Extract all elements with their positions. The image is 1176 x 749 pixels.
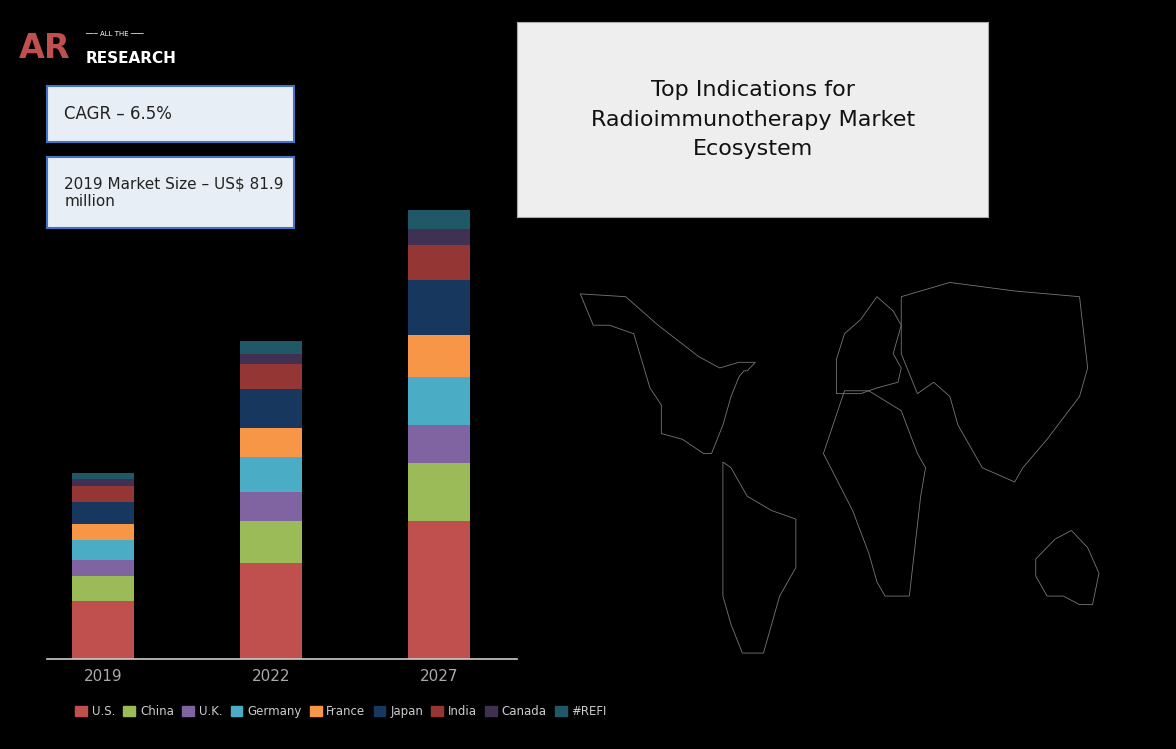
Bar <box>408 280 470 335</box>
Text: AR: AR <box>19 32 71 65</box>
Bar <box>408 245 470 280</box>
Bar <box>72 479 134 486</box>
Legend: U.S., China, U.K., Germany, France, Japan, India, Canada, #REFI: U.S., China, U.K., Germany, France, Japa… <box>75 705 607 718</box>
Bar <box>240 428 302 457</box>
Bar <box>72 540 134 560</box>
Bar <box>408 425 470 464</box>
Bar <box>408 210 470 229</box>
Bar <box>72 601 134 659</box>
Bar <box>240 354 302 364</box>
Bar <box>240 562 302 659</box>
Bar <box>408 521 470 659</box>
Bar <box>72 473 134 479</box>
Bar <box>408 229 470 245</box>
Text: Top Indications for
Radioimmunotherapy Market
Ecosystem: Top Indications for Radioimmunotherapy M… <box>590 80 915 160</box>
Bar <box>72 486 134 502</box>
Bar <box>408 335 470 377</box>
Bar <box>72 576 134 601</box>
Bar <box>240 389 302 428</box>
Bar <box>240 521 302 562</box>
Bar <box>240 364 302 389</box>
Bar <box>72 524 134 540</box>
Bar <box>408 464 470 521</box>
Text: RESEARCH: RESEARCH <box>85 51 176 67</box>
Bar <box>240 342 302 354</box>
Bar <box>72 560 134 576</box>
Text: CAGR – 6.5%: CAGR – 6.5% <box>65 105 172 124</box>
Bar <box>408 377 470 425</box>
Text: 2019 Market Size – US$ 81.9
million: 2019 Market Size – US$ 81.9 million <box>65 176 283 209</box>
Text: ─── ALL THE ───: ─── ALL THE ─── <box>85 31 143 37</box>
Bar <box>240 457 302 492</box>
Bar <box>72 502 134 524</box>
Bar <box>240 492 302 521</box>
